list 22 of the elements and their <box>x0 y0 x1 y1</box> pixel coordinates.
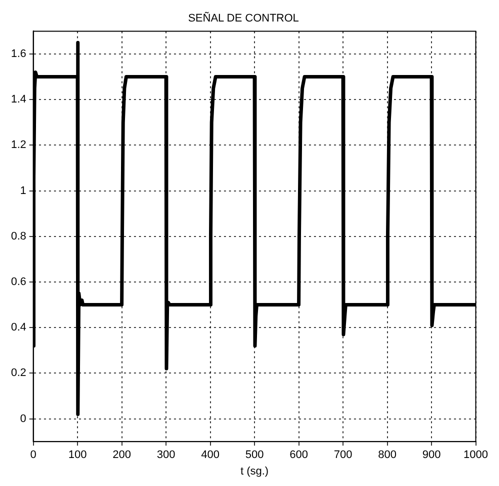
x-tick-label: 0 <box>30 449 36 462</box>
x-axis-title: t (sg.) <box>240 465 269 478</box>
chart-title: SEÑAL DE CONTROL <box>188 12 299 25</box>
y-tick-label: 0.2 <box>10 367 26 380</box>
x-tick-label: 500 <box>245 449 264 462</box>
y-tick-label: 0.8 <box>10 230 26 242</box>
y-tick-label: 1.4 <box>10 94 26 106</box>
x-tick-label: 400 <box>201 449 220 462</box>
y-tick-label: 1.2 <box>10 139 26 152</box>
y-tick-label: 0.6 <box>10 276 26 288</box>
x-tick-label: 900 <box>422 449 441 462</box>
y-tick-label: 1.6 <box>10 48 26 60</box>
y-tick-label: 1 <box>20 184 26 197</box>
x-tick-label: 100 <box>68 449 87 462</box>
x-tick-label: 800 <box>378 449 396 462</box>
x-tick-label: 300 <box>156 449 176 462</box>
x-tick-label: 700 <box>334 449 352 462</box>
x-tick-label: 1000 <box>464 449 488 462</box>
x-tick-label: 200 <box>112 449 131 462</box>
y-tick-label: 0 <box>20 412 26 425</box>
x-tick-label: 600 <box>290 449 308 462</box>
y-tick-label: 0.4 <box>10 322 26 334</box>
